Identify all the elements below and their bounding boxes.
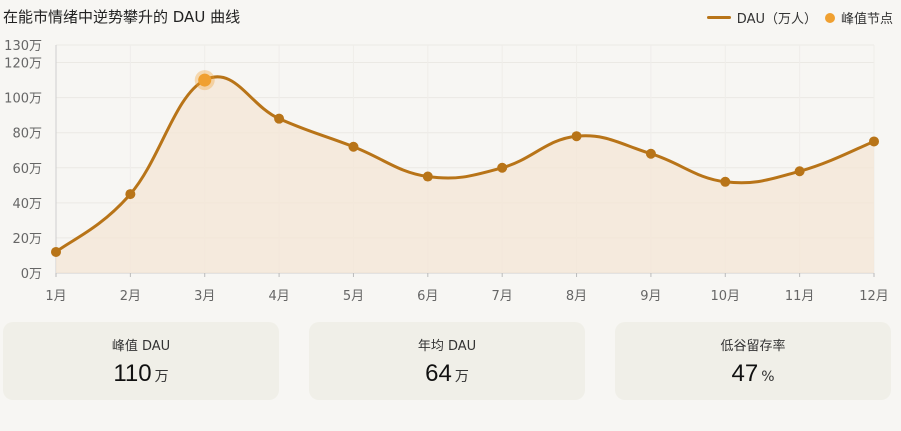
data-point — [869, 136, 879, 147]
y-tick-label: 80万 — [12, 127, 42, 142]
legend-label-peak: 峰值节点 — [840, 12, 893, 27]
y-tick-label: 20万 — [12, 232, 42, 247]
card-unit: 万 — [454, 368, 469, 385]
data-point — [348, 141, 359, 152]
legend-item-dau: DAU（万人） — [706, 8, 817, 27]
x-tick-label: 9月 — [640, 289, 661, 304]
y-tick-label: 120万 — [4, 57, 42, 72]
card-label: 年均 DAU — [417, 338, 477, 354]
y-tick-label: 100万 — [4, 92, 42, 107]
card-value: 64 — [425, 359, 452, 387]
card-peak-dau: 峰值 DAU 110 万 — [3, 322, 279, 400]
legend-line-swatch — [706, 16, 731, 19]
chart-title: 在能市情绪中逆势攀升的 DAU 曲线 — [3, 8, 241, 26]
x-tick-label: 2月 — [120, 289, 141, 304]
peak-point — [198, 73, 212, 87]
legend-label-dau: DAU（万人） — [736, 12, 817, 27]
card-retention-rate: 低谷留存率 47 % — [615, 322, 891, 400]
card-label: 峰值 DAU — [111, 338, 171, 354]
data-point — [51, 246, 61, 257]
card-value: 47 — [731, 359, 759, 387]
data-point — [422, 171, 433, 182]
y-tick-label: 0万 — [21, 267, 42, 282]
card-value: 110 — [113, 359, 152, 387]
data-point — [497, 162, 508, 173]
data-point — [794, 166, 805, 177]
data-point — [720, 176, 731, 187]
card-unit: 万 — [154, 368, 169, 385]
x-tick-label: 5月 — [343, 289, 364, 304]
dau-line-chart: 0万 20万 40万 60万 80万 100万 120万 130万 1月 2月 3月 4月 5月 6月 7月… — [4, 39, 889, 304]
x-tick-label: 3月 — [194, 289, 215, 304]
x-tick-label: 4月 — [268, 289, 289, 304]
data-point — [125, 189, 136, 200]
x-tick-label: 7月 — [492, 289, 513, 304]
chart-legend: DAU（万人） 峰值节点 — [706, 8, 893, 27]
y-tick-label: 130万 — [4, 39, 42, 54]
card-label: 低谷留存率 — [720, 338, 786, 354]
data-point — [645, 148, 656, 159]
summary-cards: 峰值 DAU 110 万 年均 DAU 64 万 低谷留存率 47 % — [3, 322, 891, 400]
legend-dot-swatch — [824, 12, 835, 23]
x-tick-label: 1月 — [45, 289, 66, 304]
x-tick-label: 6月 — [417, 289, 438, 304]
x-tick-label: 11月 — [785, 289, 815, 304]
card-average-dau: 年均 DAU 64 万 — [309, 322, 585, 400]
x-tick-label: 8月 — [566, 289, 587, 304]
x-tick-label: 10月 — [710, 289, 740, 304]
data-point — [274, 113, 285, 124]
legend-item-peak: 峰值节点 — [824, 8, 893, 27]
card-unit: % — [761, 368, 775, 385]
y-tick-label: 40万 — [12, 197, 42, 212]
data-point — [571, 131, 582, 142]
x-tick-label: 12月 — [859, 289, 889, 304]
area-fill — [56, 76, 874, 273]
y-tick-label: 60万 — [12, 162, 42, 177]
